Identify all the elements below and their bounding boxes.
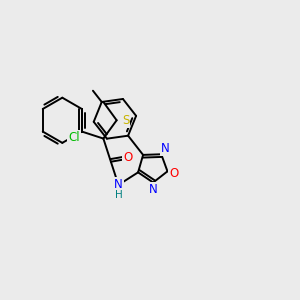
Text: O: O: [123, 151, 132, 164]
Text: O: O: [169, 167, 178, 180]
Text: H: H: [115, 190, 122, 200]
Text: Cl: Cl: [68, 131, 80, 144]
Text: N: N: [160, 142, 169, 155]
Text: N: N: [114, 178, 123, 191]
Text: N: N: [149, 182, 158, 196]
Text: S: S: [122, 114, 129, 127]
